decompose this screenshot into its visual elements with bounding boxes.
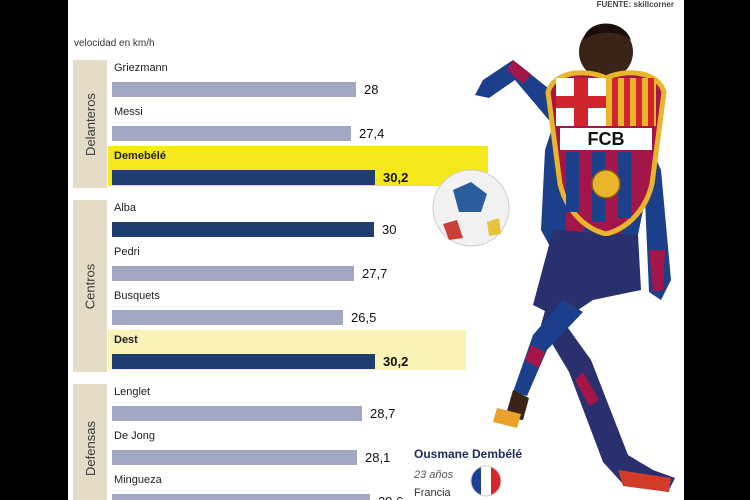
- speed-bar: [112, 354, 375, 369]
- source-note: FUENTE: skillcorner: [596, 0, 674, 9]
- player-label: Lenglet: [114, 386, 151, 398]
- speed-bar: [112, 450, 357, 465]
- player-country: Francia: [414, 487, 451, 499]
- speed-value-label: 26,5: [351, 310, 377, 325]
- player-label: Mingueza: [114, 474, 162, 486]
- player-label: Alba: [114, 202, 137, 214]
- crest-letters: FCB: [588, 129, 625, 149]
- speed-value-label: 28: [364, 82, 379, 97]
- infographic-panel: FUENTE: skillcorner velocidad en km/h De…: [68, 0, 684, 500]
- france-flag-icon: [470, 465, 502, 497]
- speed-value-label: 28,7: [370, 406, 396, 421]
- player-age: 23 años: [414, 469, 454, 481]
- speed-bar: [112, 222, 374, 237]
- fc-barcelona-crest-icon: FCB: [545, 70, 667, 236]
- player-label: Busquets: [114, 290, 160, 302]
- speed-bar: [112, 494, 370, 500]
- player-label: Dest: [114, 334, 138, 346]
- speed-bar: [112, 170, 375, 185]
- speed-value-label: 27,4: [359, 126, 385, 141]
- speed-value-label: 30,2: [383, 354, 409, 369]
- segment-label-text: Delanteros: [82, 92, 98, 156]
- speed-bar: [112, 126, 351, 141]
- player-name: Ousmane Dembélé: [414, 447, 523, 461]
- segment-background: [73, 60, 107, 188]
- unit-label: velocidad en km/h: [74, 38, 155, 49]
- player-label: Griezmann: [114, 62, 168, 74]
- segment-label: Delanteros: [72, 60, 108, 188]
- speed-bar: [112, 82, 356, 97]
- player-label: Messi: [114, 106, 143, 118]
- segment-label-text: Centros: [82, 263, 98, 309]
- speed-value-label: 30,2: [383, 170, 409, 185]
- speed-bar: [112, 310, 343, 325]
- segment-label-text: Defensas: [82, 420, 98, 476]
- segment-label: Centros: [72, 200, 108, 372]
- speed-bar: [112, 266, 354, 281]
- segment-label: Defensas: [72, 384, 108, 500]
- segment-background: [73, 384, 107, 500]
- speed-bar: [112, 406, 362, 421]
- speed-value-label: 29,6: [378, 494, 403, 500]
- player-label: Demebélé: [114, 150, 166, 162]
- player-label: Pedri: [114, 246, 140, 258]
- speed-value-label: 28,1: [365, 450, 391, 465]
- segment-background: [73, 200, 107, 372]
- speed-value-label: 30: [382, 222, 397, 237]
- speed-value-label: 27,7: [362, 266, 388, 281]
- player-label: De Jong: [114, 430, 155, 442]
